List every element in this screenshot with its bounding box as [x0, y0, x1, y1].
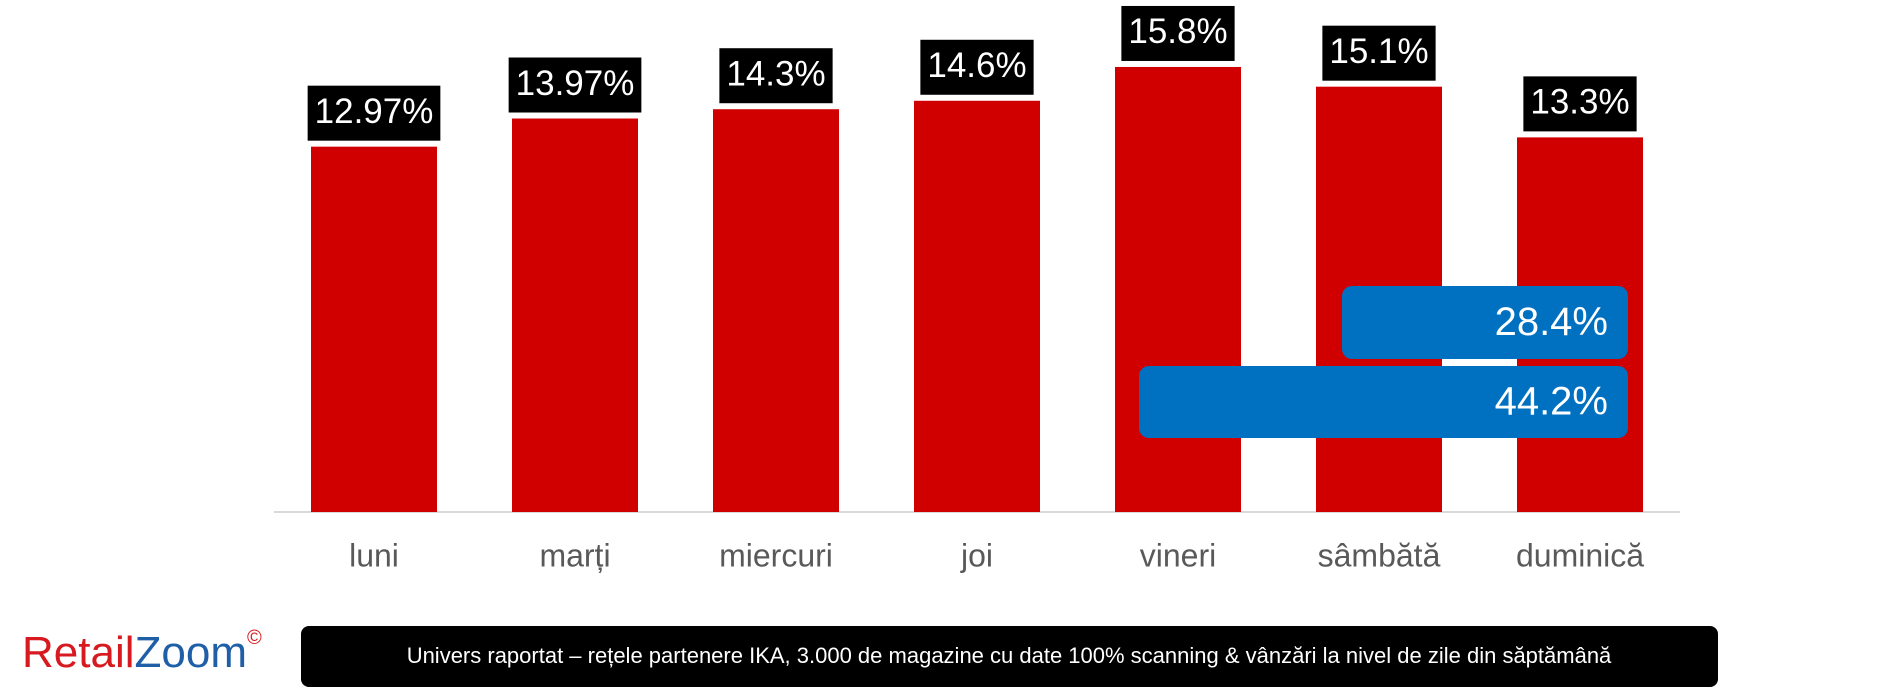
- logo-part: ©: [247, 627, 262, 649]
- value-label: 15.8%: [1128, 12, 1227, 51]
- value-label-box: [920, 39, 1034, 95]
- bar: [512, 118, 638, 513]
- x-tick-label: duminică: [1516, 537, 1644, 573]
- annotation-box: [1342, 286, 1628, 359]
- footer-text: Univers raportat – rețele partenere IKA,…: [407, 643, 1612, 668]
- x-tick-label: joi: [960, 537, 993, 573]
- x-tick-label: sâmbătă: [1318, 537, 1441, 573]
- value-label: 14.3%: [726, 54, 825, 93]
- bar: [914, 100, 1040, 513]
- x-tick-label: miercuri: [719, 537, 833, 573]
- annotation-box: [1139, 366, 1628, 438]
- x-tick-label: vineri: [1140, 537, 1216, 573]
- logo: RetailZoom©: [22, 627, 262, 676]
- logo-part: Retail: [22, 628, 135, 677]
- annotation-label: 44.2%: [1495, 380, 1608, 424]
- value-label-box: [1121, 5, 1235, 61]
- value-label-box: [508, 57, 642, 113]
- logo-part: Zoom: [135, 628, 247, 677]
- footer-box: [301, 626, 1718, 687]
- value-label: 15.1%: [1329, 32, 1428, 71]
- bar: [713, 109, 839, 512]
- bar: [1115, 66, 1241, 512]
- x-tick-label: marți: [539, 537, 610, 573]
- value-label: 13.97%: [516, 64, 635, 103]
- bar: [311, 146, 437, 512]
- value-label: 13.3%: [1530, 83, 1629, 122]
- value-label-box: [1322, 25, 1436, 81]
- annotation-label: 28.4%: [1495, 300, 1608, 344]
- value-label-box: [307, 85, 441, 141]
- value-label-box: [719, 48, 833, 104]
- value-label-box: [1523, 76, 1637, 132]
- x-tick-label: luni: [349, 537, 399, 573]
- value-label: 14.6%: [927, 46, 1026, 85]
- value-label: 12.97%: [315, 92, 434, 131]
